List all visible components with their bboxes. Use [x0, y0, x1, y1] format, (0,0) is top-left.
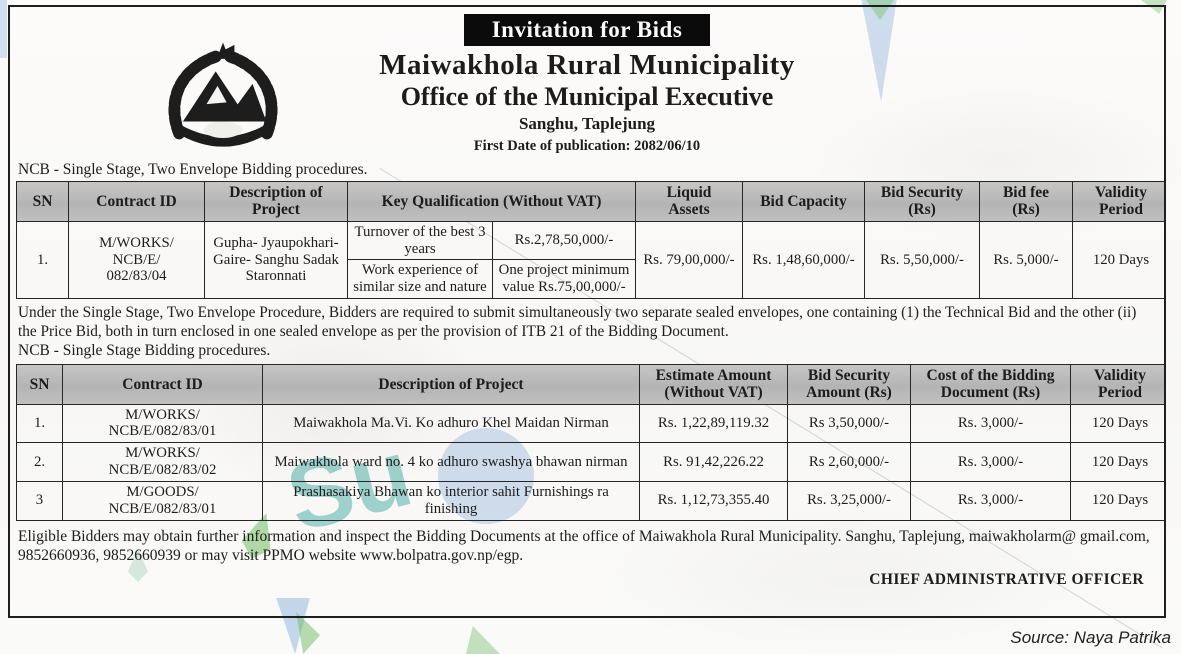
t2-col-contract: Contract ID: [62, 363, 263, 405]
notice-header: Invitation for Bids Maiwakhola Rural Mun…: [16, 7, 1158, 155]
publication-date: First Date of publication: 2082/06/10: [473, 138, 701, 155]
table1-data-row-a: 1. M/WORKS/ NCB/E/ 082/83/04 Gupha- Jyau…: [16, 220, 1164, 300]
table2-row-2: 2. M/WORKS/ NCB/E/082/83/02 Maiwakhola w…: [16, 442, 1164, 483]
location-line: Sanghu, Taplejung: [518, 114, 656, 134]
t2-r2-bid-security: Rs 2,60,000/-: [787, 442, 911, 483]
t2-col-estimate: Estimate Amount (Without VAT): [639, 363, 788, 405]
signature-line: CHIEF ADMINISTRATIVE OFFICER: [869, 570, 1144, 588]
cell-liquid-text: Rs. 79,00,000/-: [643, 251, 735, 268]
table1-header-row: SN Contract ID Description of Project Ke…: [16, 181, 1164, 222]
t2-col-validity: Validity Period: [1070, 363, 1164, 405]
cell-description: Gupha- Jyaupokhari-Gaire- Sanghu Sadak S…: [204, 220, 348, 300]
eligible-bidders-note: Eligible Bidders may obtain further info…: [18, 527, 1150, 564]
t2-r1-contract-text: M/WORKS/ NCB/E/082/83/01: [108, 406, 217, 440]
table2-header-row: SN Contract ID Description of Project Es…: [16, 363, 1164, 405]
cell-sn: 1.: [16, 220, 69, 300]
col-bid-capacity: Bid Capacity: [742, 181, 865, 222]
cell-bid-security: Rs. 5,50,000/-: [864, 220, 980, 300]
t2-r3-sn: 3: [16, 481, 63, 521]
t2-col-description: Description of Project: [262, 363, 640, 405]
t2-r3-contract: M/GOODS/ NCB/E/082/83/01: [62, 481, 263, 521]
table1-data-row-b: Work experience of similar size and natu…: [17, 259, 1165, 300]
cell-qualification-1-label: Turnover of the best 3 years: [347, 220, 493, 261]
col-description-text: Description of Project: [229, 184, 323, 219]
t2-r2-validity: 120 Days: [1070, 442, 1164, 483]
t2-r2-description: Maiwakhola ward no. 4 ko adhuro swashya …: [262, 442, 640, 483]
cell-qualification-2-label: Work experience of similar size and natu…: [347, 259, 493, 300]
t2-r2-estimate: Rs. 91,42,226.22: [639, 442, 788, 483]
col-key-qualification: Key Qualification (Without VAT): [347, 181, 636, 222]
t2-col-bid-security: Bid Security Amount (Rs): [787, 363, 911, 405]
col-sn: SN: [16, 181, 69, 222]
cell-bid-fee: Rs. 5,000/-: [979, 220, 1073, 300]
t2-r1-sn: 1.: [16, 403, 63, 444]
municipality-emblem-icon: [168, 42, 278, 147]
cell-bid-capacity: Rs. 1,48,60,000/-: [742, 220, 865, 300]
municipality-title: Maiwakhola Rural Municipality: [379, 49, 795, 82]
col-bid-fee: Bid fee (Rs): [979, 181, 1073, 222]
cell-validity: 120 Days: [1072, 220, 1164, 300]
t2-r2-contract-text: M/WORKS/ NCB/E/082/83/02: [108, 445, 217, 479]
col-bid-fee-text: Bid fee (Rs): [1002, 184, 1050, 219]
watermark-bottom-wedge-green: [296, 612, 320, 654]
cell-qualification-2-value: One project minimum value Rs.75,00,000/-: [492, 259, 636, 300]
t2-r3-validity: 120 Days: [1070, 481, 1164, 521]
cell-contract-id: M/WORKS/ NCB/E/ 082/83/04: [68, 220, 205, 300]
cell-qualification-1-value: Rs.2,78,50,000/-: [492, 220, 636, 261]
t2-r1-bid-security: Rs 3,50,000/-: [787, 403, 911, 444]
invitation-badge: Invitation for Bids: [463, 14, 711, 47]
t2-r2-cost: Rs. 3,000/-: [910, 442, 1071, 483]
watermark-bottom-green2: [466, 626, 500, 654]
t2-col-validity-text: Validity Period: [1094, 366, 1146, 402]
procedure-line-1: NCB - Single Stage, Two Envelope Bidding…: [18, 161, 368, 179]
envelope-procedure-note: Under the Single Stage, Two Envelope Pro…: [18, 304, 1137, 340]
col-liquid-text: Liquid Assets: [666, 184, 712, 219]
t2-r1-validity: 120 Days: [1070, 403, 1164, 444]
procedure-line-2: NCB - Single Stage Bidding procedures.: [18, 341, 271, 359]
table2-row-1: 1. M/WORKS/ NCB/E/082/83/01 Maiwakhola M…: [16, 403, 1164, 444]
col-validity-text: Validity Period: [1095, 184, 1147, 219]
col-bid-security-text: Bid Security (Rs): [880, 184, 964, 219]
t2-r2-sn: 2.: [16, 442, 63, 483]
t2-r3-bid-security: Rs. 3,25,000/-: [787, 481, 911, 521]
office-title: Office of the Municipal Executive: [400, 81, 774, 111]
watermark-left-sliver: [0, 0, 7, 58]
t2-r3-estimate: Rs. 1,12,73,355.40: [639, 481, 788, 521]
t2-r3-contract-text: M/GOODS/ NCB/E/082/83/01: [108, 484, 217, 517]
t2-r2-contract: M/WORKS/ NCB/E/082/83/02: [62, 442, 263, 483]
cell-contract-id-text: M/WORKS/ NCB/E/ 082/83/04: [99, 234, 174, 285]
source-attribution: Source: Naya Patrika: [1010, 628, 1171, 647]
cell-qualification-2-value-text: One project minimum value Rs.75,00,000/-: [498, 262, 630, 296]
t2-col-cost: Cost of the Bidding Document (Rs): [910, 363, 1071, 405]
t2-r1-contract: M/WORKS/ NCB/E/082/83/01: [62, 403, 263, 444]
t2-r1-estimate: Rs. 1,22,89,119.32: [639, 403, 788, 444]
notice-border-box: Invitation for Bids Maiwakhola Rural Mun…: [8, 5, 1166, 618]
t2-r3-cost: Rs. 3,000/-: [910, 481, 1071, 521]
col-liquid-assets: Liquid Assets: [635, 181, 743, 222]
cell-liquid-assets: Rs. 79,00,000/-: [635, 220, 743, 300]
t2-r3-description: Prashasakiya Bhawan ko interior sahit Fu…: [262, 481, 640, 521]
col-contract-id: Contract ID: [68, 181, 205, 222]
col-description: Description of Project: [204, 181, 348, 222]
col-validity: Validity Period: [1072, 181, 1164, 222]
bid-table-1: SN Contract ID Description of Project Ke…: [16, 181, 1165, 300]
cell-capacity-text: Rs. 1,48,60,000/-: [752, 251, 855, 268]
table2-row-3: 3 M/GOODS/ NCB/E/082/83/01 Prashasakiya …: [16, 481, 1164, 521]
t2-col-sn: SN: [16, 363, 63, 405]
cell-qualification-2-label-text: Work experience of similar size and natu…: [353, 262, 487, 296]
t2-r1-description: Maiwakhola Ma.Vi. Ko adhuro Khel Maidan …: [262, 403, 640, 444]
t2-r1-cost: Rs. 3,000/-: [910, 403, 1071, 444]
bid-table-2: SN Contract ID Description of Project Es…: [16, 363, 1164, 521]
cell-description-text: Gupha- Jyaupokhari-Gaire- Sanghu Sadak S…: [213, 234, 339, 285]
col-bid-security: Bid Security (Rs): [864, 181, 980, 222]
